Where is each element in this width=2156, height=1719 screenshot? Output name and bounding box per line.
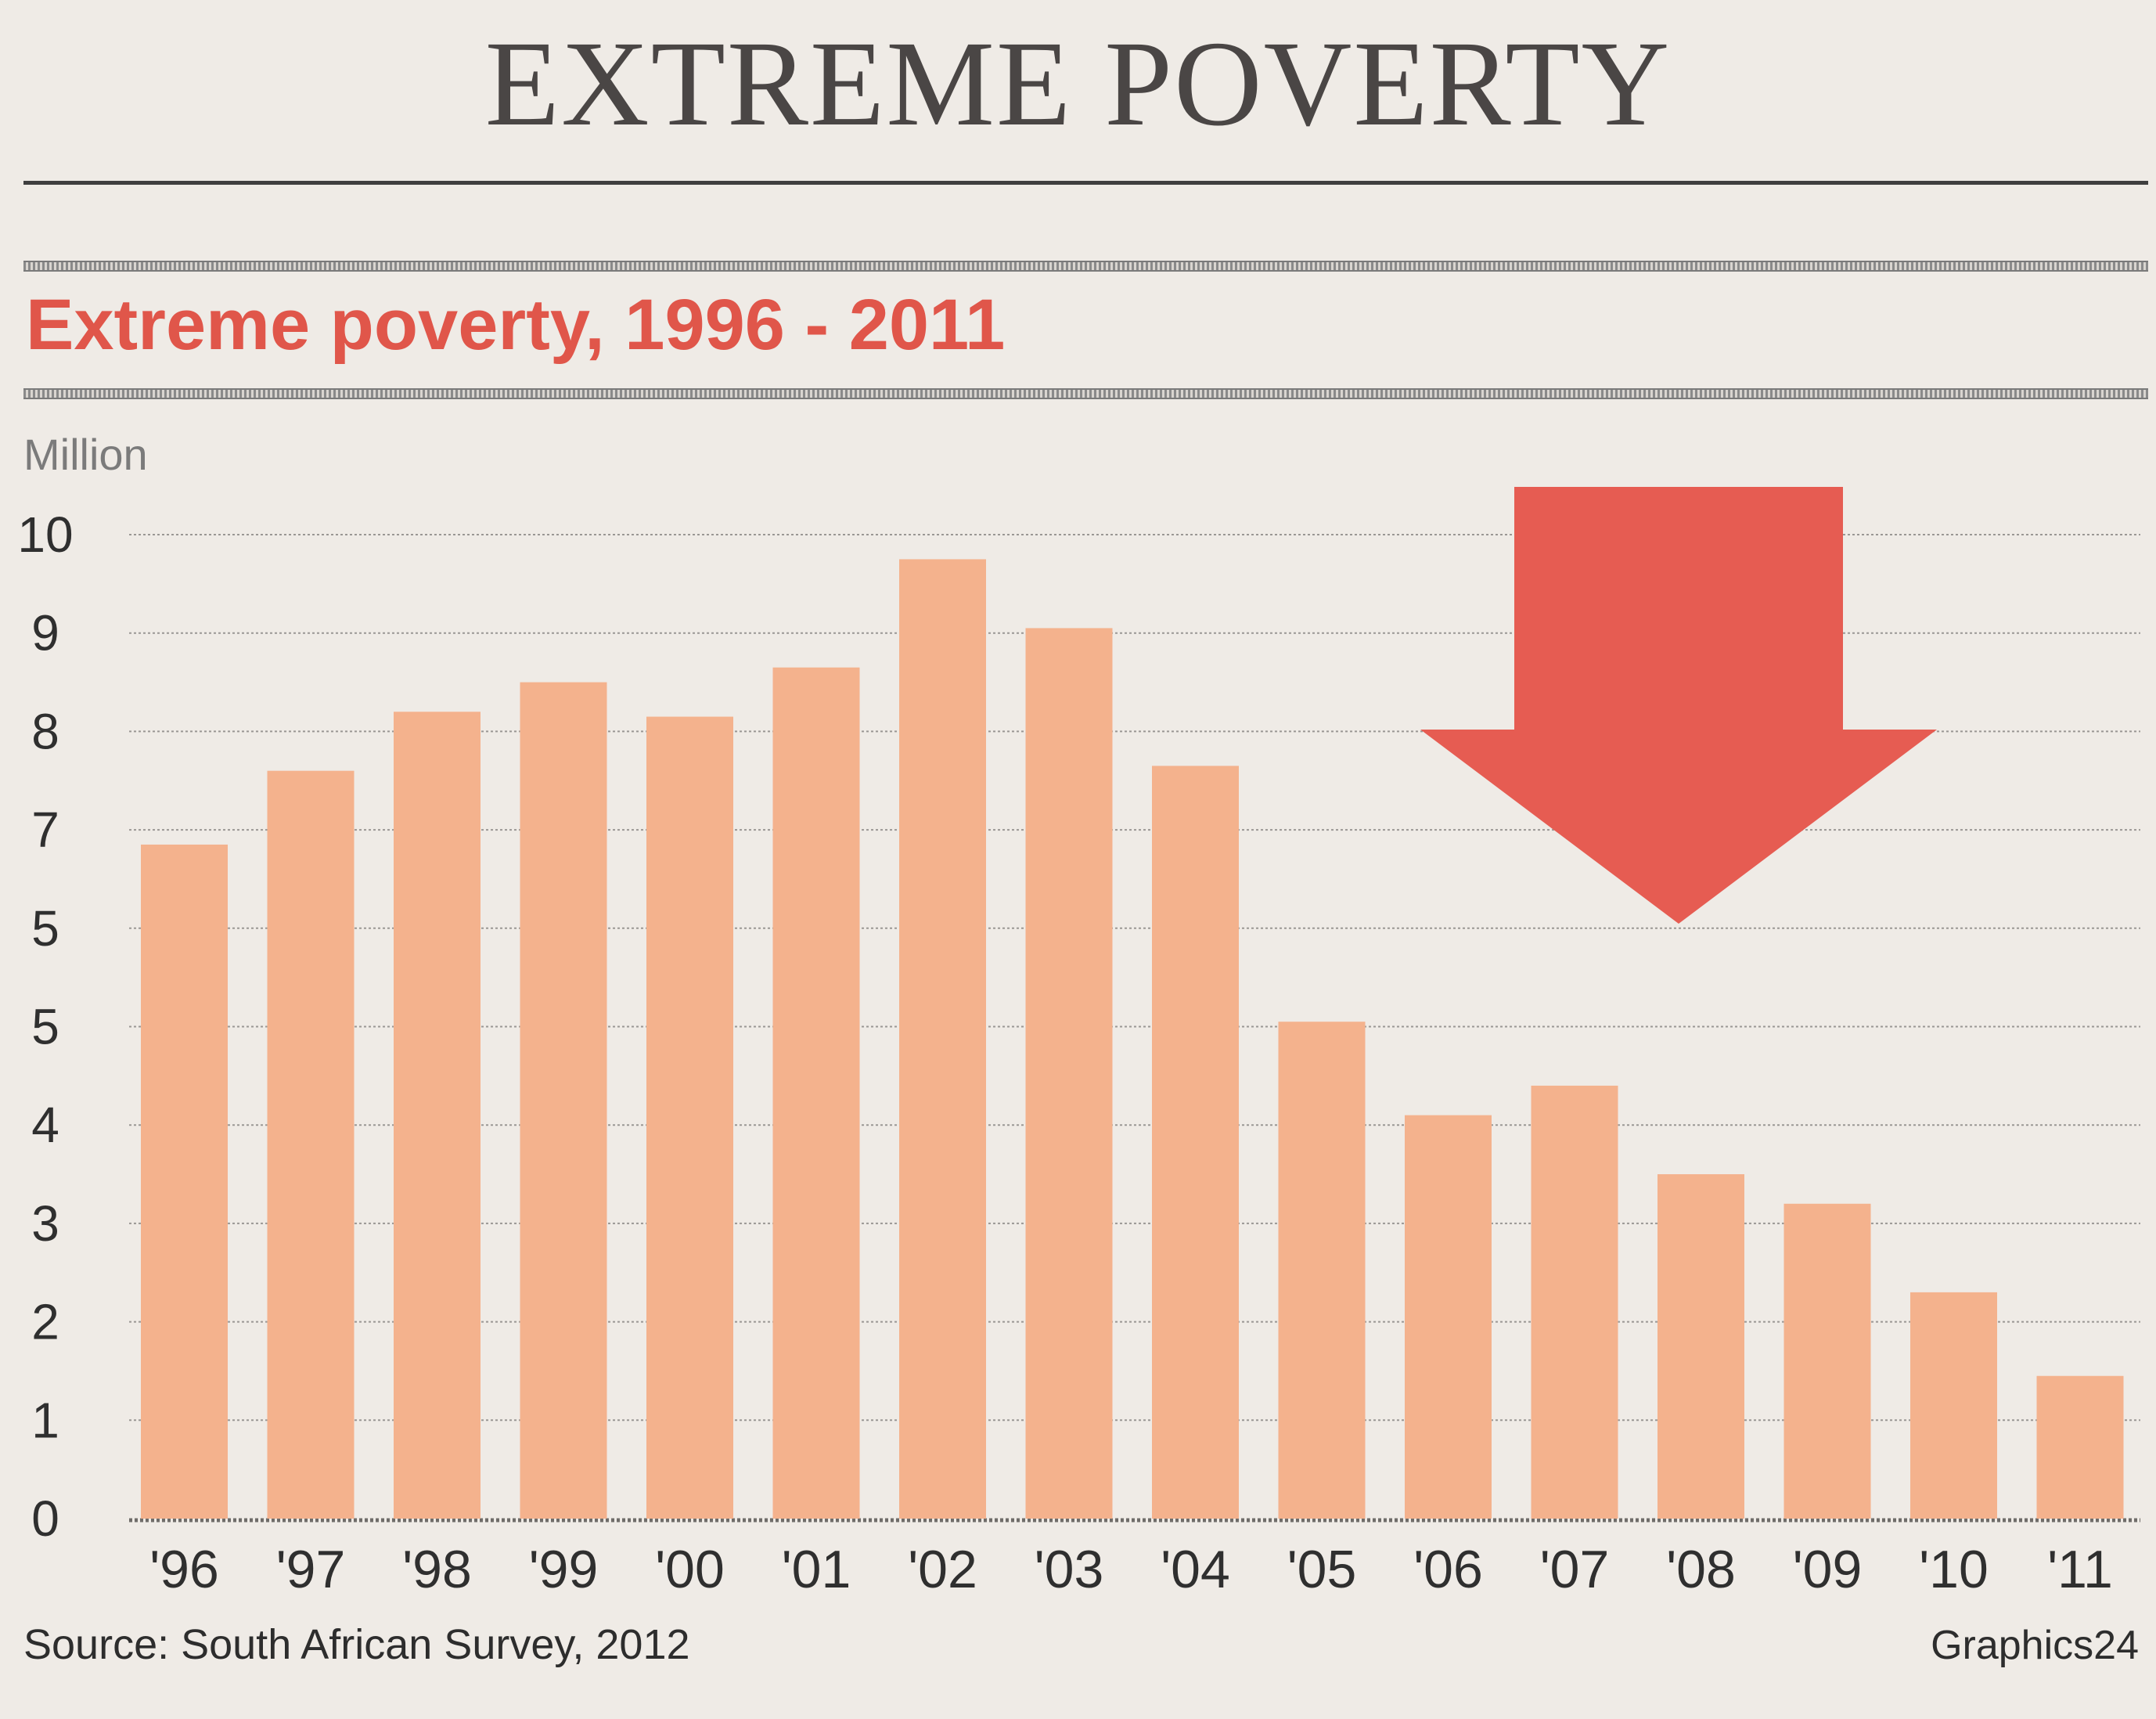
y-tick-label: 0 xyxy=(31,1490,59,1547)
y-tick-label: 7 xyxy=(31,802,59,858)
y-tick-label: 3 xyxy=(31,1195,59,1252)
bar-9 xyxy=(1278,1022,1366,1519)
subtitle-bottom-rule xyxy=(23,388,2148,399)
page-title: EXTREME POVERTY xyxy=(484,16,1672,151)
y-tick-label: 10 xyxy=(17,506,73,563)
bar-2 xyxy=(394,712,481,1519)
y-tick-label: 9 xyxy=(31,605,59,661)
x-tick-label: '02 xyxy=(908,1540,977,1599)
bar-5 xyxy=(772,667,860,1519)
x-tick-label: '09 xyxy=(1793,1540,1863,1599)
x-tick-label: '99 xyxy=(529,1540,599,1599)
y-tick-labels: 0 1 2 3 4 5 5 7 8 9 10 xyxy=(17,506,73,1547)
source-note: Source: South African Survey, 2012 xyxy=(23,1621,690,1668)
bar-0 xyxy=(141,844,228,1519)
bar-11 xyxy=(1531,1085,1618,1519)
y-tick-label: 5 xyxy=(31,999,59,1055)
x-tick-label: '98 xyxy=(402,1540,472,1599)
x-tick-label: '05 xyxy=(1287,1540,1357,1599)
x-tick-labels: '96 '97 '98 '99 '00 '01 '02 '03 '04 '05 '06 '07 '08 '… xyxy=(149,1540,2113,1599)
chart-subtitle: Extreme poverty, 1996 - 2011 xyxy=(26,285,1006,365)
x-tick-label: '08 xyxy=(1666,1540,1736,1599)
bar-8 xyxy=(1152,766,1239,1519)
x-tick-label: '96 xyxy=(149,1540,219,1599)
bar-10 xyxy=(1405,1115,1492,1519)
bars xyxy=(141,559,2124,1519)
bar-1 xyxy=(267,770,355,1519)
bar-13 xyxy=(1783,1203,1871,1519)
title-rule xyxy=(23,181,2148,185)
bar-7 xyxy=(1025,628,1113,1519)
subtitle-top-rule xyxy=(23,261,2148,272)
x-tick-label: '03 xyxy=(1035,1540,1104,1599)
x-tick-label: '10 xyxy=(1919,1540,1989,1599)
decline-arrow-group xyxy=(1420,487,1937,924)
x-tick-label: '07 xyxy=(1540,1540,1610,1599)
y-tick-label: 2 xyxy=(31,1294,59,1350)
y-tick-label: 4 xyxy=(31,1097,59,1153)
x-tick-label: '04 xyxy=(1161,1540,1230,1599)
graphics-credit: Graphics24 xyxy=(1931,1623,2139,1668)
x-tick-label: '11 xyxy=(2047,1540,2113,1599)
x-tick-label: '06 xyxy=(1413,1540,1483,1599)
bar-3 xyxy=(520,682,607,1519)
y-tick-label: 5 xyxy=(31,900,59,957)
x-tick-label: '00 xyxy=(655,1540,725,1599)
x-tick-label: '97 xyxy=(276,1540,346,1599)
x-tick-label: '01 xyxy=(782,1540,851,1599)
bar-6 xyxy=(899,559,986,1519)
y-tick-label: 1 xyxy=(31,1392,59,1448)
bar-14 xyxy=(1910,1292,1997,1519)
y-tick-label: 8 xyxy=(31,703,59,759)
bar-15 xyxy=(2036,1375,2124,1519)
bar-4 xyxy=(646,716,733,1519)
bar-12 xyxy=(1657,1174,1744,1519)
y-axis-label: Million xyxy=(23,430,148,479)
down-arrow-icon xyxy=(1420,487,1937,924)
